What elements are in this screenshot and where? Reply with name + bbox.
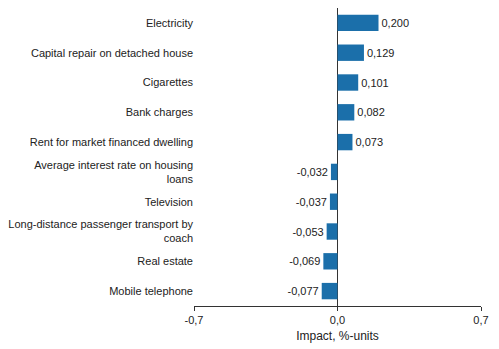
svg-text:-0,037: -0,037 [296, 196, 327, 208]
svg-text:0,101: 0,101 [361, 77, 389, 89]
svg-text:Television: Television [145, 196, 193, 208]
svg-text:Electricity: Electricity [146, 17, 194, 29]
svg-text:Real estate: Real estate [137, 255, 193, 267]
svg-text:0,0: 0,0 [330, 314, 345, 326]
svg-text:Mobile telephone: Mobile telephone [109, 285, 193, 297]
svg-text:0,200: 0,200 [382, 17, 410, 29]
svg-text:Average interest rate on housi: Average interest rate on housingloans [34, 159, 193, 185]
svg-text:-0,7: -0,7 [185, 314, 204, 326]
svg-text:Bank charges: Bank charges [126, 106, 194, 118]
svg-text:0,073: 0,073 [355, 136, 383, 148]
svg-text:Capital repair on detached hou: Capital repair on detached house [31, 47, 193, 59]
svg-text:0,7: 0,7 [473, 314, 488, 326]
svg-text:-0,069: -0,069 [289, 255, 320, 267]
svg-text:Long-distance passenger transp: Long-distance passenger transport bycoac… [8, 218, 193, 244]
svg-text:-0,077: -0,077 [288, 285, 319, 297]
svg-text:Rent for market financed dwell: Rent for market financed dwelling [30, 136, 193, 148]
svg-text:0,129: 0,129 [367, 47, 395, 59]
svg-text:0,082: 0,082 [357, 106, 385, 118]
svg-text:-0,032: -0,032 [297, 166, 328, 178]
svg-text:-0,053: -0,053 [292, 226, 323, 238]
svg-text:Cigarettes: Cigarettes [143, 76, 194, 88]
svg-text:Impact, %-units: Impact, %-units [296, 329, 379, 343]
